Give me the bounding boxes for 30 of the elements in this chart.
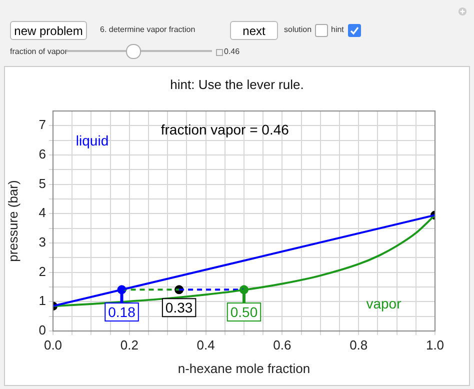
text: 6. determine vapor fraction bbox=[100, 25, 196, 34]
text: hint bbox=[331, 25, 344, 34]
text: 0.46 bbox=[224, 47, 240, 56]
y-tick-label: 3 bbox=[38, 234, 46, 250]
text: vapor bbox=[366, 295, 402, 312]
text: fraction of vapor bbox=[10, 47, 68, 56]
y-tick-label: 2 bbox=[38, 264, 46, 279]
text: liquid bbox=[76, 132, 109, 149]
text: solution bbox=[284, 25, 312, 34]
y-tick-label: 1 bbox=[38, 293, 46, 308]
x-tick-label: 0.8 bbox=[350, 337, 368, 352]
chart-title: hint: Use the lever rule. bbox=[169, 77, 305, 92]
x-tick-label: 0.4 bbox=[196, 337, 215, 352]
y-tick-label: 6 bbox=[38, 146, 46, 162]
y-axis-title: pressure (bar) bbox=[5, 180, 20, 262]
annotation: 0.50 bbox=[230, 304, 258, 320]
x-tick-label: 1.0 bbox=[426, 337, 444, 352]
x-tick-label: 0.0 bbox=[44, 337, 62, 352]
annotation: 0.18 bbox=[108, 304, 136, 320]
x-tick-label: 0.6 bbox=[273, 337, 292, 352]
x-axis-title: n-hexane mole fraction bbox=[178, 360, 310, 376]
y-tick-label: 5 bbox=[38, 176, 46, 191]
y-tick-label: 0 bbox=[38, 322, 46, 338]
annotation: 0.33 bbox=[165, 300, 193, 316]
text: next bbox=[230, 21, 278, 40]
y-tick-label: 4 bbox=[38, 205, 46, 220]
y-tick-label: 7 bbox=[38, 117, 46, 132]
x-tick-label: 0.2 bbox=[120, 337, 138, 352]
text: new problem bbox=[10, 21, 87, 40]
annotation: fraction vapor = 0.46 bbox=[160, 122, 290, 138]
